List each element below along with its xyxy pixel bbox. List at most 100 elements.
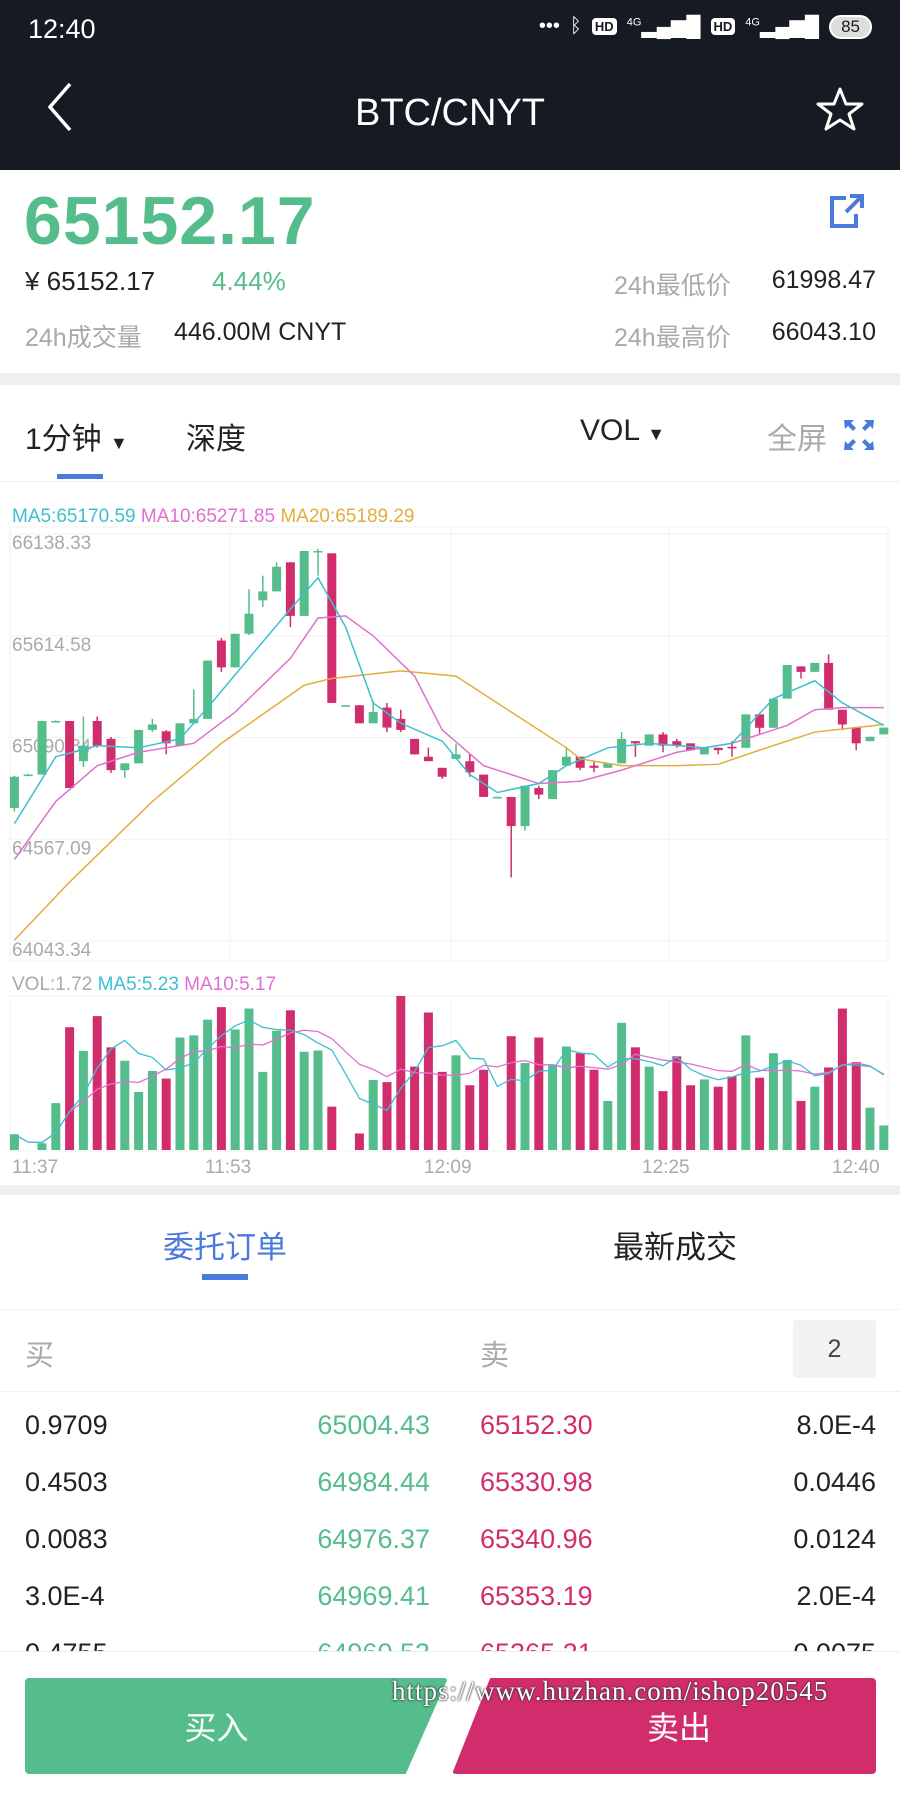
hd-icon: HD <box>591 18 617 35</box>
candle <box>589 765 599 768</box>
chevron-left-icon[interactable] <box>44 80 76 134</box>
y-tick-label: 64043.34 <box>12 940 92 961</box>
tab-orders[interactable]: 委托订单 <box>163 1230 287 1265</box>
order-book-row[interactable]: 0.0083 64976.37 65340.96 0.0124 <box>0 1524 900 1564</box>
candle <box>244 613 254 634</box>
star-outline-icon[interactable] <box>816 86 864 132</box>
candle <box>216 640 226 668</box>
buy-price: 64984.44 <box>317 1467 430 1497</box>
volume-bar <box>313 1050 323 1150</box>
candle <box>713 747 723 751</box>
order-book-row[interactable]: 0.9709 65004.43 65152.30 8.0E-4 <box>0 1410 900 1450</box>
volume-bar <box>451 1055 461 1150</box>
volume-value: 446.00M CNYT <box>174 318 347 346</box>
high-label: 24h最高价 <box>614 324 731 352</box>
order-book-row[interactable]: 0.4755 64960.53 65365.21 0.0075 <box>0 1638 900 1651</box>
indicator-dropdown[interactable]: VOL ▼ <box>580 414 665 448</box>
tab-depth[interactable]: 深度 <box>186 423 246 456</box>
tab-trades[interactable]: 最新成交 <box>613 1230 737 1265</box>
fullscreen-label[interactable]: 全屏 <box>767 423 827 456</box>
ma-legend: MA5:65170.59 MA10:65271.85 MA20:65189.29 <box>12 506 415 527</box>
volume-bar <box>548 1065 558 1150</box>
x-tick-label: 12:40 <box>832 1157 880 1178</box>
candle <box>672 741 682 746</box>
expand-icon[interactable] <box>842 418 876 452</box>
sell-button[interactable]: 卖出 <box>452 1678 876 1774</box>
volume-bar <box>285 1010 295 1150</box>
volume-bar <box>534 1037 544 1150</box>
candle <box>382 707 392 728</box>
candle <box>189 718 199 724</box>
ma5-legend: MA5:65170.59 <box>12 506 136 527</box>
y-tick-label: 66138.33 <box>12 533 91 554</box>
candle <box>37 720 47 775</box>
ma20-line <box>13 670 884 941</box>
buy-button[interactable]: 买入 <box>25 1678 448 1774</box>
volume-bar <box>161 1078 171 1150</box>
volume-bar <box>699 1079 709 1150</box>
volume-bar <box>230 1029 240 1150</box>
candle <box>396 718 406 730</box>
volume-bar <box>244 1008 254 1150</box>
orders-tab-indicator <box>202 1274 248 1280</box>
volume-bar <box>106 1047 116 1150</box>
volume-bar <box>879 1125 889 1150</box>
interval-dropdown[interactable]: 1分钟 ▼ <box>25 414 128 458</box>
status-icons: ••• ᛒ HD 4G▂▄▆█ HD 4G▂▄▆█ 85 <box>539 14 872 39</box>
volume-bar <box>51 1103 61 1150</box>
caret-down-icon: ▼ <box>110 433 128 453</box>
vol-ma10-legend: MA10:5.17 <box>184 974 276 995</box>
buy-price: 64960.53 <box>317 1638 430 1651</box>
candle <box>354 705 364 724</box>
candle <box>768 698 778 728</box>
candle <box>65 720 75 789</box>
candle <box>644 734 654 746</box>
candle <box>879 727 889 735</box>
volume-bar <box>396 996 406 1150</box>
candle <box>617 738 627 764</box>
buy-price: 64969.41 <box>317 1581 430 1611</box>
order-book-row[interactable]: 3.0E-4 64969.41 65353.19 2.0E-4 <box>0 1581 900 1621</box>
candle <box>51 720 61 723</box>
volume-bar <box>120 1060 130 1150</box>
order-book-row[interactable]: 0.4503 64984.44 65330.98 0.0446 <box>0 1467 900 1507</box>
candle <box>699 747 709 755</box>
volume-bar <box>658 1091 668 1150</box>
volume-bar <box>437 1071 447 1150</box>
volume-bar <box>216 1007 226 1150</box>
high-value: 66043.10 <box>771 318 876 346</box>
candle <box>782 665 792 699</box>
candle <box>796 666 806 672</box>
candle <box>78 745 88 762</box>
volume-bar <box>258 1071 268 1150</box>
candle <box>134 729 144 764</box>
depth-precision-select[interactable]: 2 <box>793 1320 876 1378</box>
share-icon[interactable] <box>828 192 866 230</box>
sell-qty: 0.0446 <box>793 1467 876 1497</box>
volume-bar <box>575 1053 585 1150</box>
volume-bar <box>603 1100 613 1150</box>
candle <box>492 796 502 799</box>
sell-price: 65353.19 <box>480 1581 593 1611</box>
more-dots-icon: ••• <box>538 15 560 37</box>
candle <box>92 720 102 746</box>
caret-down-icon: ▼ <box>647 424 666 444</box>
y-tick-label: 64567.09 <box>12 838 91 859</box>
candle <box>548 770 558 800</box>
x-tick-label: 11:37 <box>12 1157 58 1178</box>
candle <box>9 776 19 809</box>
volume-bar <box>92 1016 102 1150</box>
volume-legend: VOL:1.72 MA5:5.23 MA10:5.17 <box>12 974 276 995</box>
kline-chart[interactable]: MA5:65170.59 MA10:65271.85 MA20:65189.29… <box>0 482 900 1182</box>
volume-bar <box>782 1059 792 1150</box>
volume-bar <box>865 1107 875 1150</box>
indicator-label: VOL <box>580 414 639 447</box>
bluetooth-icon: ᛒ <box>569 15 582 37</box>
vol-ma5-legend: MA5:5.23 <box>98 974 179 995</box>
candle <box>437 767 447 777</box>
volume-bar <box>837 1008 847 1150</box>
y-tick-label: 65614.58 <box>12 635 91 656</box>
candle <box>755 714 765 728</box>
sell-qty: 0.0075 <box>793 1638 876 1651</box>
active-tab-indicator <box>57 474 103 479</box>
